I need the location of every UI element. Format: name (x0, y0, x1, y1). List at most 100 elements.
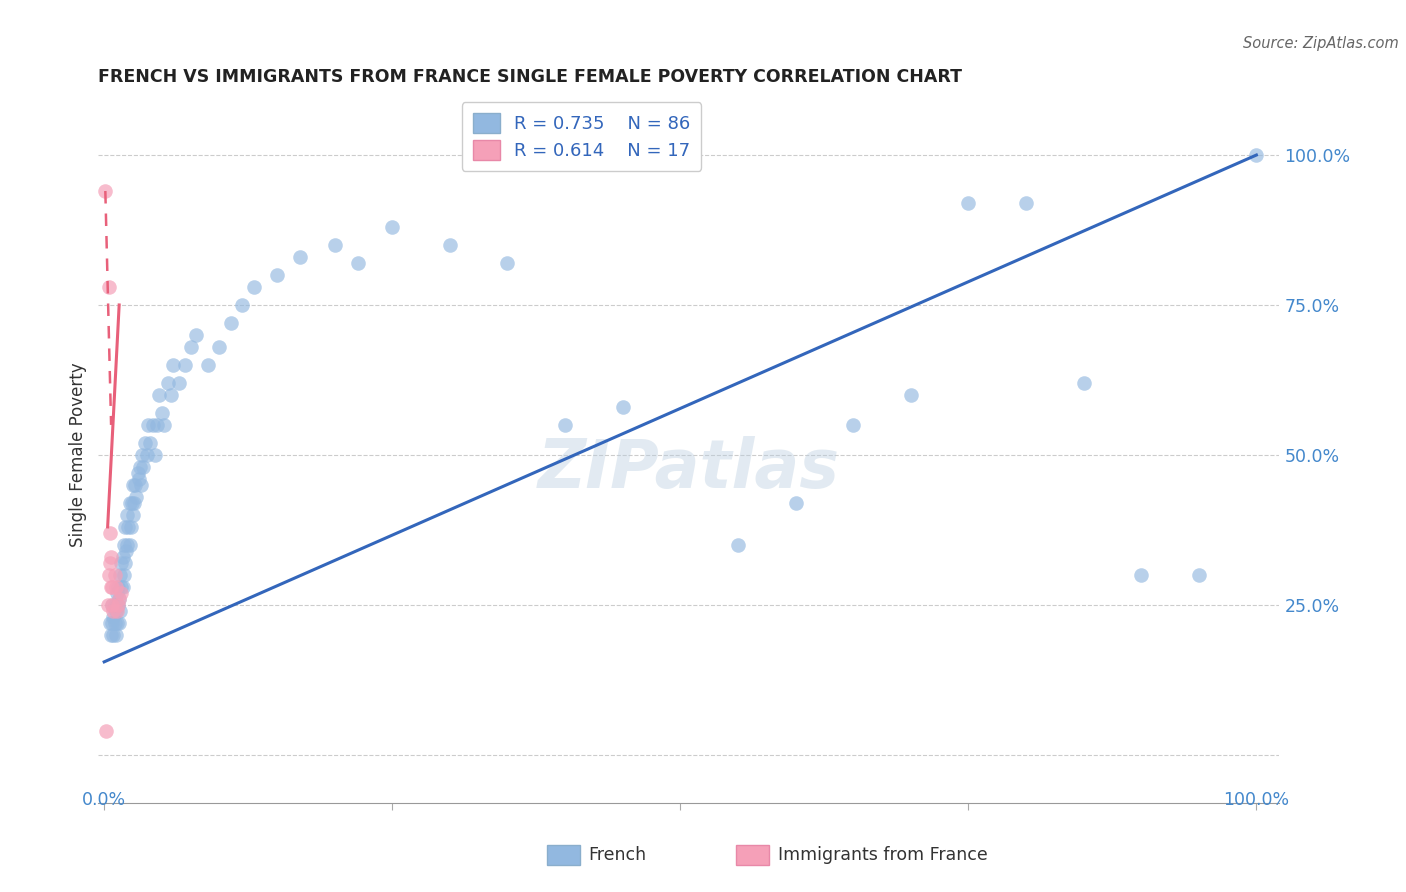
Point (104, 580, 127, 594)
Point (97, 280, 120, 294)
Point (135, 448, 157, 462)
Point (288, 250, 311, 264)
Point (1246, 148, 1268, 162)
Legend: R = 0.735    N = 86, R = 0.614    N = 17: R = 0.735 N = 86, R = 0.614 N = 17 (461, 103, 702, 171)
Point (98, 615, 121, 630)
FancyBboxPatch shape (737, 845, 769, 865)
Point (1015, 196, 1038, 211)
Point (104, 628, 127, 642)
Point (122, 496, 145, 510)
Text: FRENCH VS IMMIGRANTS FROM FRANCE SINGLE FEMALE POVERTY CORRELATION CHART: FRENCH VS IMMIGRANTS FROM FRANCE SINGLE … (98, 68, 963, 86)
Point (101, 580, 124, 594)
Point (160, 388, 183, 402)
Point (125, 490, 148, 504)
Point (115, 538, 138, 552)
Point (115, 508, 138, 522)
Point (785, 496, 807, 510)
Point (103, 628, 125, 642)
Point (114, 556, 136, 570)
Point (208, 340, 231, 354)
Point (957, 196, 980, 211)
Point (107, 598, 129, 612)
Point (100, 549, 122, 564)
Point (120, 520, 142, 534)
Point (136, 417, 159, 432)
Point (122, 478, 145, 492)
Text: Immigrants from France: Immigrants from France (778, 846, 987, 864)
Point (156, 376, 179, 390)
Text: French: French (589, 846, 647, 864)
Point (554, 417, 576, 432)
Text: 100.0%: 100.0% (1223, 791, 1289, 809)
Point (110, 604, 132, 618)
Point (103, 610, 125, 624)
Point (104, 604, 127, 618)
Point (110, 556, 132, 570)
Point (105, 586, 128, 600)
Point (143, 448, 166, 462)
Point (103, 615, 125, 630)
Point (111, 549, 134, 564)
Point (139, 436, 162, 450)
Point (153, 417, 176, 432)
Point (105, 604, 128, 618)
Point (107, 580, 129, 594)
Point (117, 520, 139, 534)
Point (105, 615, 128, 630)
Point (96, 723, 118, 738)
Point (134, 436, 156, 450)
Point (112, 567, 135, 582)
Point (243, 280, 266, 294)
Point (197, 358, 219, 372)
Point (100, 628, 122, 642)
FancyBboxPatch shape (547, 845, 581, 865)
Point (842, 417, 865, 432)
Point (118, 496, 141, 510)
Point (115, 544, 138, 558)
Point (107, 598, 129, 612)
Point (1130, 567, 1153, 582)
Point (112, 538, 135, 552)
Point (110, 567, 132, 582)
Point (127, 466, 149, 480)
Point (150, 406, 173, 420)
Point (146, 417, 169, 432)
Point (108, 591, 131, 606)
Point (103, 604, 125, 618)
Point (131, 448, 153, 462)
Point (97, 598, 120, 612)
Point (111, 580, 134, 594)
Point (124, 478, 146, 492)
Point (1188, 567, 1211, 582)
Point (142, 417, 165, 432)
Point (381, 219, 404, 234)
Point (727, 538, 749, 552)
Point (101, 598, 124, 612)
Point (103, 567, 125, 582)
Point (162, 358, 184, 372)
Point (121, 496, 143, 510)
Point (103, 598, 125, 612)
Point (100, 580, 122, 594)
Text: 0.0%: 0.0% (82, 791, 127, 809)
Text: Source: ZipAtlas.com: Source: ZipAtlas.com (1243, 36, 1399, 51)
Point (219, 316, 242, 330)
Point (122, 508, 145, 522)
Point (612, 400, 634, 414)
Point (97, 567, 120, 582)
Point (231, 298, 253, 312)
Point (496, 256, 519, 270)
Point (118, 538, 141, 552)
Point (110, 586, 132, 600)
Point (439, 238, 461, 252)
Point (900, 388, 922, 402)
Point (173, 358, 195, 372)
Point (266, 268, 288, 282)
Point (94, 184, 117, 198)
Point (323, 238, 346, 252)
Point (98, 556, 121, 570)
Point (98, 525, 121, 540)
Point (129, 459, 152, 474)
Point (108, 591, 131, 606)
Point (101, 598, 124, 612)
